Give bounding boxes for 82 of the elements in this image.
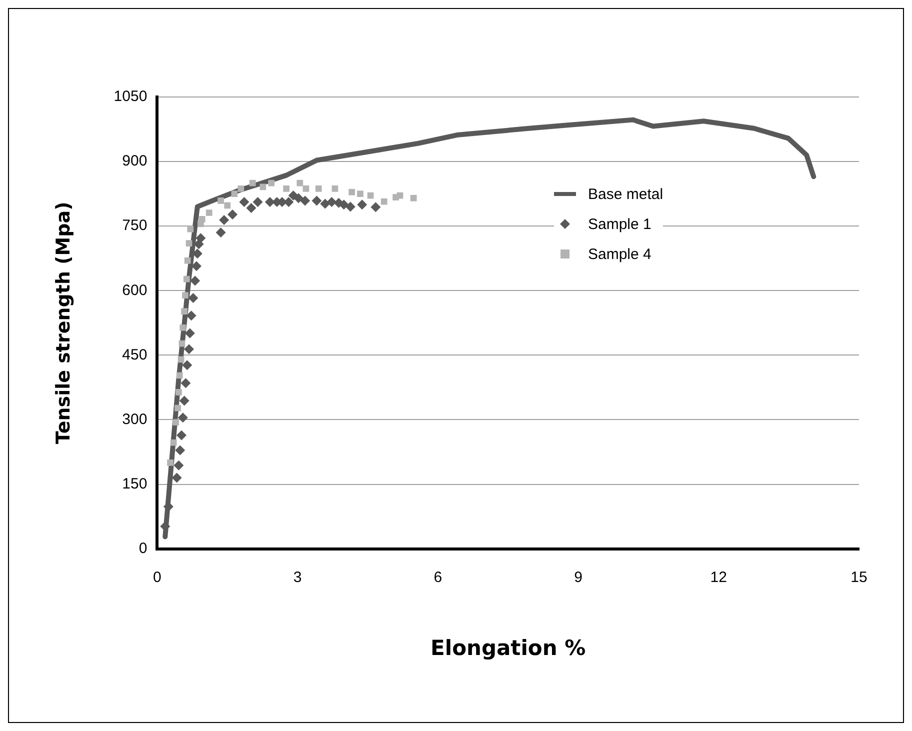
point: [196, 233, 206, 244]
point: [176, 372, 183, 379]
x-tick-label: 3: [293, 568, 302, 586]
point: [183, 276, 190, 282]
y-tick-label: 450: [122, 346, 148, 364]
point: [175, 445, 186, 456]
point: [410, 194, 417, 202]
x-tick-label: 9: [574, 568, 582, 586]
point: [231, 190, 238, 197]
point: [178, 412, 188, 423]
y-tick-label: 600: [122, 282, 148, 299]
point: [184, 257, 191, 264]
point: [216, 228, 226, 238]
point: [300, 196, 310, 206]
point: [186, 240, 192, 246]
point: [187, 226, 194, 232]
y-tick-label: 1050: [114, 88, 148, 106]
point: [320, 198, 330, 209]
point: [228, 209, 238, 220]
point: [191, 261, 202, 272]
point: [357, 200, 368, 210]
y-tick-label: 750: [122, 217, 148, 234]
y-tick-label: 0: [138, 540, 148, 557]
y-tick-label: 150: [122, 475, 148, 492]
point: [219, 215, 230, 226]
point: [326, 196, 337, 207]
legend-label: Sample 1: [588, 216, 652, 232]
point: [182, 360, 192, 370]
point: [172, 419, 180, 426]
point: [348, 188, 355, 196]
point: [302, 185, 310, 192]
point: [252, 196, 263, 207]
x-tick-label: 12: [710, 568, 727, 586]
y-axis-title: Tensile strength (Mpa): [52, 202, 74, 444]
point: [345, 202, 356, 212]
point: [249, 180, 256, 186]
point: [238, 185, 244, 192]
point: [284, 196, 294, 207]
point: [160, 521, 170, 532]
point: [167, 460, 174, 466]
point: [180, 378, 191, 388]
point: [218, 198, 224, 204]
point: [176, 388, 182, 396]
point: [176, 430, 186, 440]
x-tick-label: 6: [434, 568, 442, 586]
point: [172, 472, 182, 483]
x-tick-label: 15: [850, 568, 868, 586]
x-axis-title: Elongation %: [430, 636, 586, 660]
point: [184, 328, 195, 338]
point: [357, 190, 364, 197]
point: [179, 396, 190, 406]
point: [198, 216, 206, 222]
point: [180, 324, 186, 331]
y-tick-label: 300: [122, 410, 148, 428]
point: [315, 185, 322, 192]
point: [246, 203, 256, 214]
legend-label: Sample 4: [588, 246, 652, 262]
point: [224, 202, 231, 209]
point: [181, 308, 188, 314]
point: [264, 196, 275, 207]
point: [332, 185, 338, 192]
point: [283, 185, 290, 192]
point: [260, 184, 266, 190]
x-tick-label: 0: [152, 568, 162, 586]
point: [184, 344, 194, 354]
point: [190, 276, 200, 286]
point: [239, 196, 250, 207]
point: [312, 196, 322, 206]
legend-label: Base metal: [588, 186, 664, 202]
point: [370, 202, 381, 212]
point: [186, 310, 196, 321]
point: [206, 210, 212, 216]
point: [268, 180, 275, 186]
point: [380, 198, 388, 205]
point: [174, 404, 181, 412]
point: [296, 180, 304, 186]
y-tick-label: 900: [122, 152, 148, 170]
point: [188, 292, 198, 303]
point: [182, 292, 188, 299]
point: [338, 200, 349, 210]
point: [293, 193, 304, 204]
point: [174, 460, 184, 470]
